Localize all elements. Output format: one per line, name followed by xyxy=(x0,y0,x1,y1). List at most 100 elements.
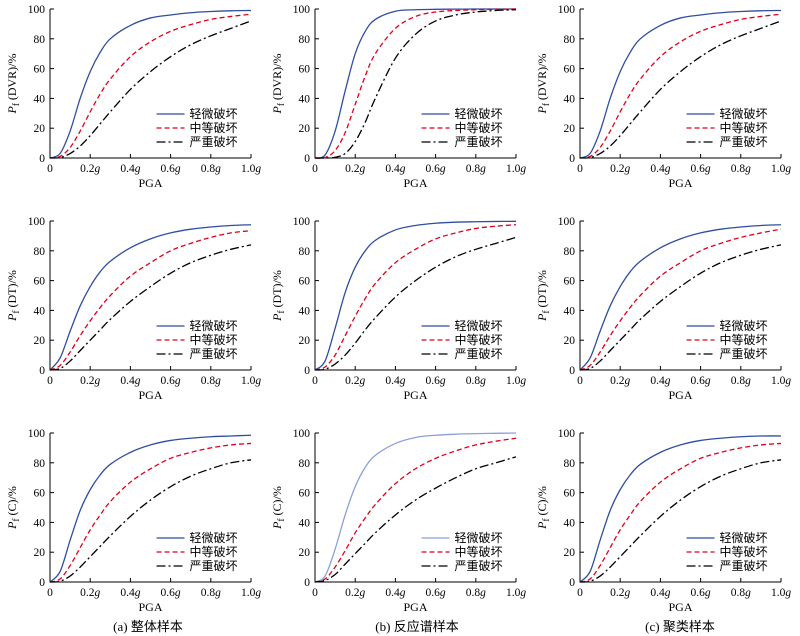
y-tick-label: 60 xyxy=(299,64,311,76)
y-axis-label: Pf (DVR)/% xyxy=(535,53,551,114)
x-tick-label: 0.4g xyxy=(120,375,140,387)
y-tick-label: 80 xyxy=(564,34,576,46)
y-tick-label: 0 xyxy=(39,365,45,377)
x-tick-label: 0.6g xyxy=(161,163,181,175)
caption-b: (b) 反应谱样本 xyxy=(375,619,458,634)
x-axis-label: PGA xyxy=(138,600,162,614)
x-tick-label: 0.6g xyxy=(426,163,446,175)
series-line-severe xyxy=(49,244,252,371)
y-axis-label: Pf (C)/% xyxy=(535,486,551,530)
y-tick-label: 20 xyxy=(34,547,46,559)
y-tick-label: 40 xyxy=(34,93,46,105)
x-tick-label: 0 xyxy=(312,587,318,599)
x-axis-label: PGA xyxy=(403,176,427,190)
y-tick-label: 40 xyxy=(564,305,576,317)
caption-c: (c) 聚类样本 xyxy=(645,619,715,634)
caption-text: (b) 反应谱样本 xyxy=(375,619,458,634)
x-tick-label: 0.4g xyxy=(650,163,670,175)
x-tick-label: 0.2g xyxy=(80,163,100,175)
x-tick-label: 1.0g xyxy=(241,163,261,175)
x-tick-label: 0.4g xyxy=(650,375,670,387)
x-tick-label: 0.8g xyxy=(731,375,751,387)
legend-label-severe: 严重破坏 xyxy=(720,346,768,361)
x-tick-label: 0.2g xyxy=(345,587,365,599)
legend-label-severe: 严重破坏 xyxy=(720,558,768,573)
x-tick-label: 1.0g xyxy=(241,587,261,599)
legend-label-moderate: 中等破坏 xyxy=(190,544,238,559)
legend-label-slight: 轻微破坏 xyxy=(190,318,238,333)
legend-label-slight: 轻微破坏 xyxy=(455,106,503,121)
y-tick-label: 100 xyxy=(28,428,46,440)
x-tick-label: 1.0g xyxy=(771,163,791,175)
y-tick-label: 80 xyxy=(564,458,576,470)
y-tick-label: 40 xyxy=(34,305,46,317)
x-axis-label: PGA xyxy=(668,600,692,614)
x-axis-label: PGA xyxy=(668,388,692,402)
x-tick-label: 0.8g xyxy=(201,587,221,599)
y-tick-label: 80 xyxy=(34,458,46,470)
caption-text: (a) 整体样本 xyxy=(113,619,183,634)
panel-b-C: 0 20 40 60 80 100 0 0.2g 0.4g 0.6g 0.8g 1.0g PGA Pf (… xyxy=(270,428,526,614)
x-tick-label: 0.6g xyxy=(691,587,711,599)
y-tick-label: 20 xyxy=(34,335,46,347)
x-tick-label: 0.6g xyxy=(426,375,446,387)
x-tick-label: 0 xyxy=(312,163,318,175)
legend-label-severe: 严重破坏 xyxy=(455,346,503,361)
legend-label-slight: 轻微破坏 xyxy=(455,318,503,333)
y-tick-label: 80 xyxy=(564,246,576,258)
y-tick-label: 40 xyxy=(564,517,576,529)
legend-label-slight: 轻微破坏 xyxy=(190,530,238,545)
legend-label-moderate: 中等破坏 xyxy=(720,332,768,347)
y-tick-label: 60 xyxy=(299,488,311,500)
y-axis-label: Pf (DT)/% xyxy=(5,270,21,322)
x-tick-label: 0 xyxy=(577,375,583,387)
panel-c-DT: 0 20 40 60 80 100 0 0.2g 0.4g 0.6g 0.8g 1.0g PGA Pf (… xyxy=(535,216,791,402)
y-tick-label: 40 xyxy=(34,517,46,529)
y-tick-label: 60 xyxy=(34,488,46,500)
y-axis-label: Pf (DVR)/% xyxy=(270,53,286,114)
series-line-slight xyxy=(49,9,252,159)
series-line-slight xyxy=(314,220,517,371)
y-tick-label: 80 xyxy=(299,458,311,470)
legend-label-moderate: 中等破坏 xyxy=(455,120,503,135)
panel-a-DVR: 0 20 40 60 80 100 0 0.2g 0.4g 0.6g 0.8g 1.0g PGA Pf (… xyxy=(5,4,261,190)
y-tick-label: 100 xyxy=(293,428,311,440)
y-tick-label: 80 xyxy=(299,246,311,258)
x-tick-label: 0.8g xyxy=(731,587,751,599)
y-tick-label: 60 xyxy=(299,276,311,288)
x-tick-label: 0 xyxy=(312,375,318,387)
x-axis-label: PGA xyxy=(403,388,427,402)
y-tick-label: 60 xyxy=(564,488,576,500)
series-line-severe xyxy=(579,244,782,371)
y-tick-label: 80 xyxy=(34,34,46,46)
legend-label-moderate: 中等破坏 xyxy=(720,544,768,559)
legend-label-severe: 严重破坏 xyxy=(720,134,768,149)
x-tick-label: 0.4g xyxy=(385,163,405,175)
y-tick-label: 100 xyxy=(28,4,46,16)
x-tick-label: 0.6g xyxy=(161,587,181,599)
x-tick-label: 1.0g xyxy=(506,163,526,175)
y-tick-label: 100 xyxy=(28,216,46,228)
series-line-severe xyxy=(579,20,782,159)
y-tick-label: 20 xyxy=(564,547,576,559)
y-axis-label: Pf (DT)/% xyxy=(270,270,286,322)
series-line-severe xyxy=(314,9,517,159)
y-tick-label: 0 xyxy=(569,577,575,589)
y-tick-label: 40 xyxy=(299,93,311,105)
x-tick-label: 0.8g xyxy=(466,163,486,175)
x-tick-label: 0.4g xyxy=(385,375,405,387)
x-tick-label: 1.0g xyxy=(771,375,791,387)
y-tick-label: 20 xyxy=(299,335,311,347)
series-line-moderate xyxy=(314,437,517,583)
legend-label-severe: 严重破坏 xyxy=(190,346,238,361)
x-tick-label: 0.2g xyxy=(80,375,100,387)
series-line-moderate xyxy=(49,13,252,159)
series-line-slight xyxy=(579,9,782,159)
series-line-severe xyxy=(49,20,252,159)
series-line-moderate xyxy=(579,442,782,583)
y-axis-label: Pf (C)/% xyxy=(270,486,286,530)
y-tick-label: 0 xyxy=(569,365,575,377)
x-tick-label: 0 xyxy=(577,587,583,599)
legend-label-moderate: 中等破坏 xyxy=(455,544,503,559)
